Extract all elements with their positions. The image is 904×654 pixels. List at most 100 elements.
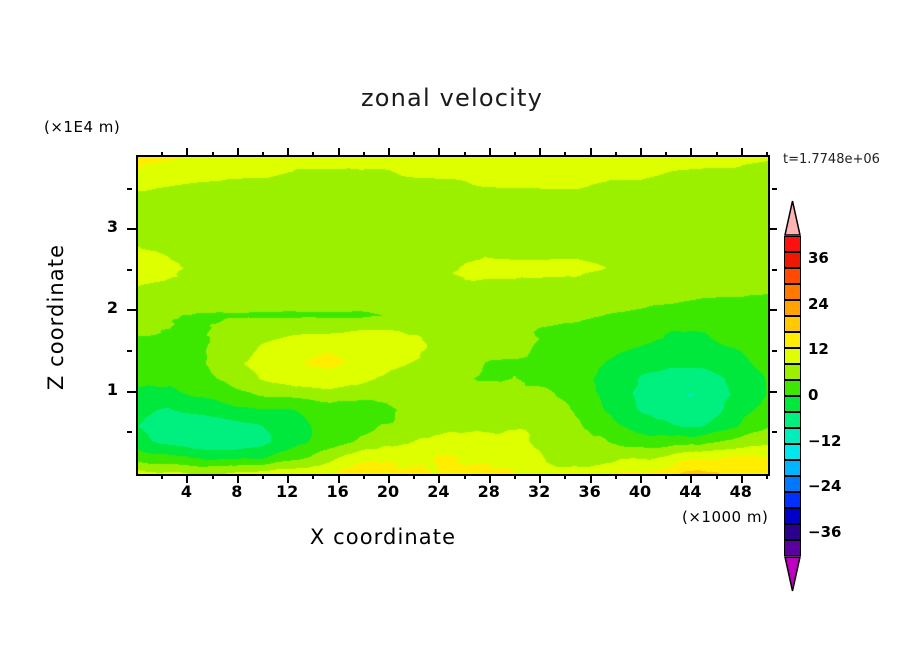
colorbar-band [784, 316, 801, 332]
x-tick [236, 148, 239, 157]
y-tick [768, 390, 777, 393]
x-minor-tick [514, 152, 516, 157]
colorbar-band [784, 332, 801, 348]
colorbar-bottom-arrow-icon [784, 556, 801, 592]
y-axis-title: Z coordinate [44, 243, 68, 391]
colorbar-tick-label: −12 [808, 431, 842, 450]
colorbar-band [784, 252, 801, 268]
colorbar-band [784, 380, 801, 396]
x-tick [690, 148, 693, 157]
x-tick-label: 8 [231, 482, 243, 501]
x-tick-label: 24 [427, 482, 450, 501]
y-minor-tick [772, 350, 777, 353]
colorbar-band [784, 524, 801, 540]
x-minor-tick [362, 474, 365, 479]
x-minor-tick [614, 152, 617, 157]
y-tick-label: 1 [106, 379, 118, 399]
x-axis-title: X coordinate [309, 525, 457, 549]
x-tick [287, 148, 290, 157]
x-minor-tick [312, 152, 315, 157]
x-minor-tick [211, 474, 214, 479]
x-tick [640, 474, 642, 483]
colorbar-band [784, 268, 801, 284]
x-tick [236, 474, 239, 483]
y-axis-unit-label: (×1E4 m) [44, 118, 121, 136]
x-minor-tick [766, 474, 768, 479]
x-tick [640, 148, 642, 157]
x-minor-tick [564, 152, 567, 157]
x-minor-tick [161, 152, 164, 157]
y-tick [127, 390, 136, 393]
y-tick-label: 2 [106, 298, 118, 318]
x-minor-tick [463, 152, 466, 157]
colorbar-tick-label: 24 [808, 294, 829, 313]
x-axis-unit-label: (×1000 m) [682, 508, 769, 526]
colorbar-band [784, 476, 801, 492]
x-tick-label: 4 [180, 482, 192, 501]
y-axis-ticks-right [766, 155, 777, 472]
y-minor-tick [127, 187, 132, 190]
x-tick-label: 48 [729, 482, 752, 501]
x-tick [589, 474, 592, 483]
x-minor-tick [715, 152, 718, 157]
x-minor-tick [413, 152, 416, 157]
x-tick [740, 474, 743, 483]
y-minor-tick [127, 350, 132, 353]
x-tick [186, 474, 189, 483]
x-minor-tick [413, 474, 416, 479]
colorbar-band [784, 540, 801, 556]
x-tick [539, 148, 542, 157]
colorbar-band [784, 428, 801, 444]
timestamp-label: t=1.7748e+06 [783, 152, 880, 167]
colorbar-band [784, 396, 801, 412]
colorbar-tick-label: −36 [808, 523, 842, 542]
x-minor-tick [262, 152, 264, 157]
x-tick [438, 148, 441, 157]
x-minor-tick [514, 474, 516, 479]
colorbar-tick-label: 12 [808, 340, 829, 359]
y-tick [768, 228, 777, 231]
colorbar-band [784, 348, 801, 364]
x-tick [740, 148, 743, 157]
contour-plot-area [136, 155, 770, 476]
x-minor-tick [262, 474, 264, 479]
x-tick [488, 148, 491, 157]
x-tick-label: 40 [628, 482, 652, 501]
x-tick-label: 32 [528, 482, 551, 501]
x-tick-label: 12 [276, 482, 299, 501]
x-minor-tick [665, 474, 668, 479]
colorbar-top-arrow-icon [784, 200, 801, 236]
colorbar-band [784, 300, 801, 316]
zonal-velocity-field [138, 157, 768, 474]
colorbar-band [784, 364, 801, 380]
x-tick [539, 474, 542, 483]
x-tick [388, 474, 390, 483]
y-minor-tick [772, 431, 777, 434]
page-title: zonal velocity [360, 84, 544, 112]
x-tick [337, 474, 340, 483]
x-tick-label: 28 [477, 482, 500, 501]
x-tick [589, 148, 592, 157]
x-tick-label: 36 [578, 482, 601, 501]
x-minor-tick [211, 152, 214, 157]
y-tick [768, 309, 777, 312]
colorbar-band [784, 492, 801, 508]
x-minor-tick [766, 152, 768, 157]
colorbar-tick-label: 0 [808, 386, 819, 404]
x-tick [388, 148, 390, 157]
y-tick-label: 3 [106, 217, 118, 237]
y-minor-tick [772, 268, 777, 271]
x-tick [690, 474, 693, 483]
colorbar-band [784, 284, 801, 300]
y-minor-tick [772, 187, 777, 190]
colorbar-band [784, 444, 801, 460]
y-tick [127, 309, 136, 312]
colorbar-band [784, 508, 801, 524]
x-tick [438, 474, 441, 483]
x-minor-tick [564, 474, 567, 479]
x-tick [186, 148, 189, 157]
x-tick-label: 20 [376, 482, 400, 501]
colorbar-tick-label: 36 [808, 248, 829, 267]
x-tick [337, 148, 340, 157]
